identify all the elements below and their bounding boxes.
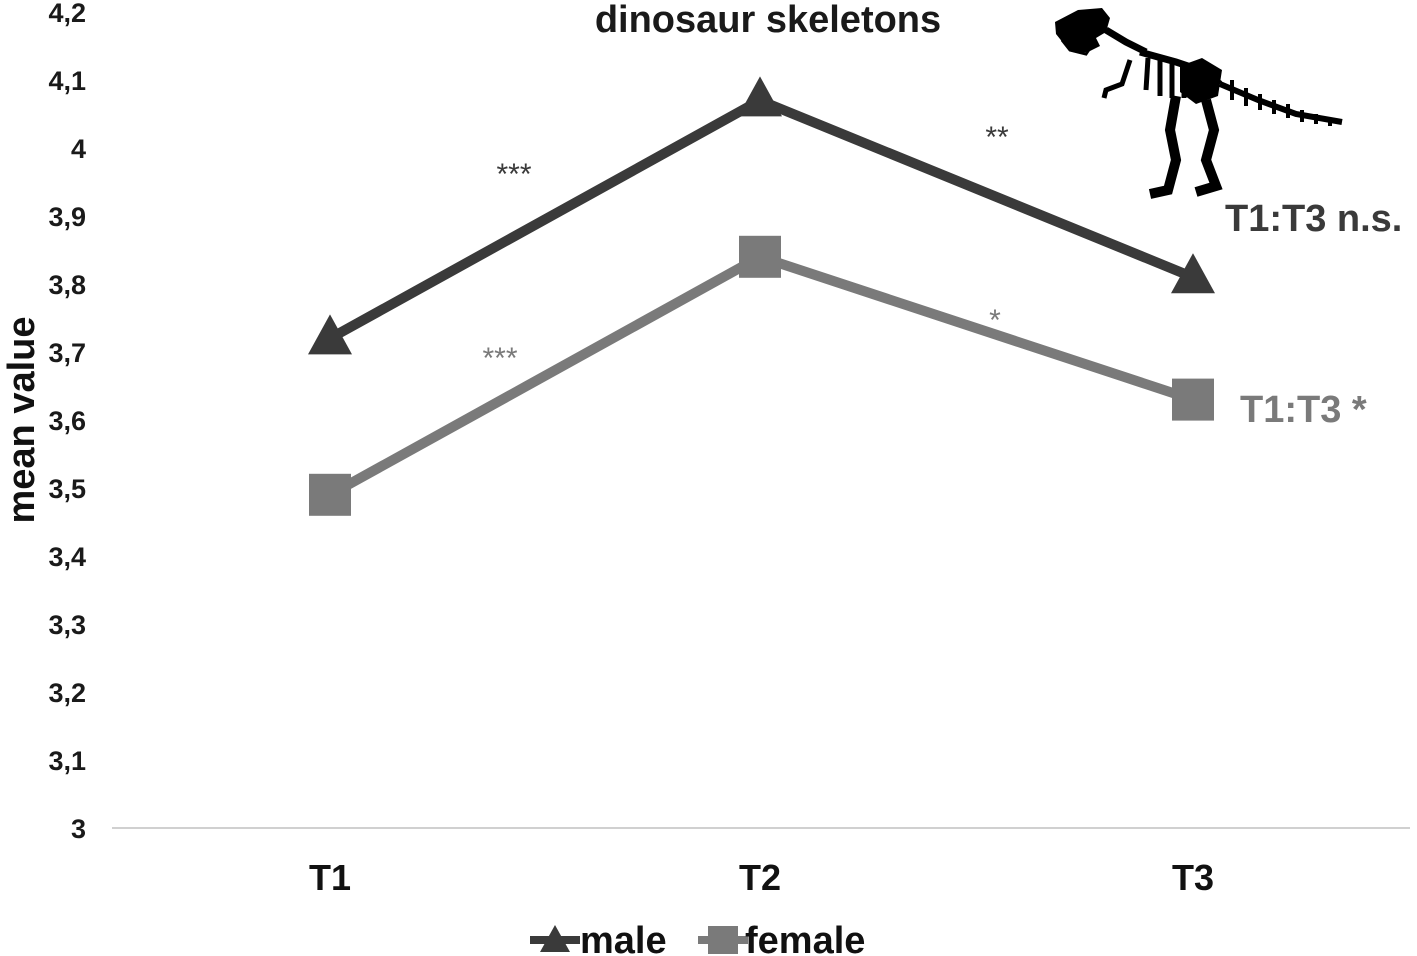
male-series-line	[327, 95, 1195, 343]
legend: male female	[530, 920, 865, 956]
female-point	[1172, 378, 1214, 421]
y-tick-label: 3,6	[48, 406, 86, 436]
male-t2-t3-significance: **	[985, 121, 1009, 154]
t-rex-skeleton-icon	[1055, 8, 1343, 199]
y-tick-label: 4,1	[48, 66, 86, 96]
series-lines	[327, 95, 1195, 500]
y-tick-label: 3,5	[48, 474, 86, 504]
y-tick-label: 4,2	[48, 0, 86, 28]
y-tick-label: 3	[71, 814, 86, 844]
chart-title: dinosaur skeletons	[595, 0, 941, 41]
y-tick-label: 3,7	[48, 338, 86, 368]
y-tick-label: 3,4	[48, 542, 86, 572]
y-tick-label: 3,8	[48, 270, 86, 300]
female-t1-t3-note: T1:T3 *	[1240, 389, 1367, 431]
legend-male-label: male	[580, 920, 667, 956]
female-t1-t2-significance: ***	[482, 342, 517, 375]
x-tick-label: T3	[1172, 857, 1214, 898]
y-axis-label: mean value	[1, 317, 43, 524]
male-point	[1171, 253, 1215, 294]
legend-female-marker	[708, 926, 738, 954]
male-t1-t3-note: T1:T3 n.s.	[1225, 198, 1402, 240]
series-markers	[308, 76, 1215, 516]
x-tick-label: T1	[309, 857, 351, 898]
female-series-line	[327, 251, 1195, 500]
y-tick-label: 3,2	[48, 678, 86, 708]
x-tick-label: T2	[739, 857, 781, 898]
male-point	[738, 76, 782, 117]
male-t1-t2-significance: ***	[496, 158, 531, 191]
y-tick-label: 3,3	[48, 610, 86, 640]
female-t2-t3-significance: *	[989, 304, 1001, 337]
male-point	[308, 314, 352, 355]
female-point	[309, 473, 351, 516]
y-axis-ticks: 3 3,1 3,2 3,3 3,4 3,5 3,6 3,7 3,8 3,9 4 4,1 4,2	[48, 0, 86, 844]
y-tick-label: 3,9	[48, 202, 86, 232]
legend-female-label: female	[745, 920, 865, 956]
y-tick-label: 3,1	[48, 746, 86, 776]
female-point	[739, 235, 781, 278]
y-tick-label: 4	[71, 134, 86, 164]
x-axis-ticks: T1 T2 T3	[309, 857, 1214, 898]
legend-male-marker	[540, 925, 570, 952]
